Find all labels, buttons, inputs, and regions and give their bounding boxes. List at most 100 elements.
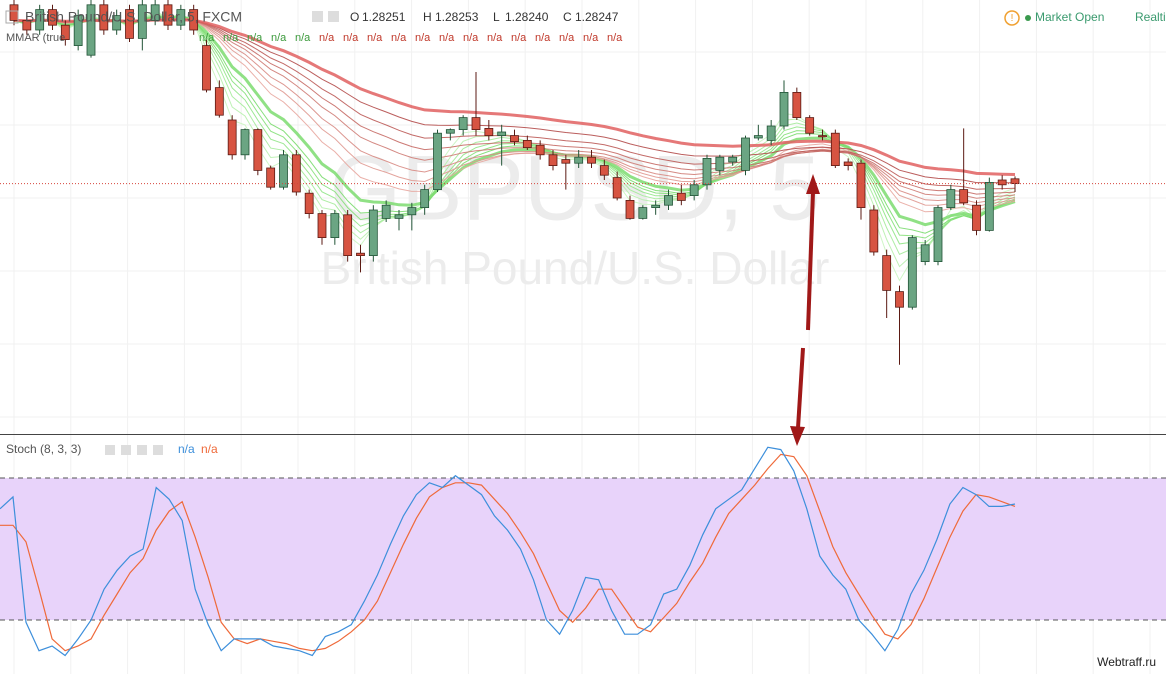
overlay-layer: British Pound/U.S. Dollar, 5, FXCM O 1.28… xyxy=(5,9,1166,669)
candle-body xyxy=(997,179,1007,186)
status-dot xyxy=(1025,15,1031,21)
candle-body xyxy=(484,127,494,136)
settings-button[interactable] xyxy=(312,11,323,22)
ohlc-key: O xyxy=(350,10,359,24)
candle-body xyxy=(728,156,738,163)
mmar-value: n/a xyxy=(439,32,455,44)
mmar-value: n/a xyxy=(295,32,311,44)
mmar-value: n/a xyxy=(463,32,479,44)
candle-body xyxy=(766,125,776,141)
candle-body xyxy=(48,9,57,26)
candle-body xyxy=(471,117,481,130)
candle-body xyxy=(381,204,391,219)
warning-mark: ! xyxy=(1011,13,1014,24)
ohlc-readout: O 1.28251 H 1.28253 L 1.28240 C 1.28247 xyxy=(350,10,619,24)
candle-body xyxy=(458,117,468,130)
candle-body xyxy=(420,189,430,209)
candle-body xyxy=(9,4,19,21)
candle-body xyxy=(202,45,211,91)
candle-body xyxy=(433,132,442,190)
candle-body xyxy=(510,135,519,143)
candle-body xyxy=(522,139,532,148)
candle-body xyxy=(304,192,314,214)
candle-body xyxy=(22,19,32,31)
symbol-title: British Pound/U.S. Dollar, 5, FXCM xyxy=(25,9,242,25)
candle-body xyxy=(317,213,327,239)
mmar-value: n/a xyxy=(247,32,263,44)
stoch-line xyxy=(0,446,1016,657)
ohlc-key: H xyxy=(423,10,432,24)
site-watermark: Webtraff.ru xyxy=(1097,655,1156,669)
warning-icon[interactable] xyxy=(1004,10,1020,26)
candle-body xyxy=(561,159,571,164)
candle-body xyxy=(792,92,802,119)
candle-body xyxy=(125,9,134,39)
candle-body xyxy=(972,204,981,231)
mmar-value: n/a xyxy=(367,32,383,44)
candle-body xyxy=(1010,178,1020,185)
candle-body xyxy=(907,237,917,308)
collapse-icon[interactable] xyxy=(5,10,19,24)
mmar-value: n/a xyxy=(319,32,335,44)
ohlc-key: C xyxy=(563,10,572,24)
mmar-value: n/a xyxy=(223,32,239,44)
arrow-up-shaft xyxy=(806,191,815,331)
stoch-legend-value: n/a xyxy=(201,442,218,456)
candle-body xyxy=(240,129,250,156)
candle-body xyxy=(394,214,404,219)
candle-body xyxy=(445,129,455,134)
candle-body xyxy=(715,156,725,171)
arrow-down-shaft xyxy=(796,347,805,429)
candle-body xyxy=(895,291,904,308)
candle-body xyxy=(689,184,699,197)
mmar-value: n/a xyxy=(415,32,431,44)
candle-body xyxy=(587,156,596,164)
candle-body xyxy=(869,209,879,253)
hide-button[interactable] xyxy=(328,11,339,22)
candle-body xyxy=(638,207,648,219)
ohlc-value: 1.28247 xyxy=(575,10,619,24)
candle-body xyxy=(651,204,661,208)
stoch-buttons xyxy=(105,445,163,455)
candle-body xyxy=(984,181,994,231)
stoch-button[interactable] xyxy=(121,445,131,455)
candle-body xyxy=(548,154,558,167)
candle-body xyxy=(779,92,789,127)
candle-body xyxy=(818,135,827,138)
arrow-down-head xyxy=(790,426,805,446)
candle-body xyxy=(830,132,840,166)
stoch-legend-value: n/a xyxy=(178,442,195,456)
candle-body xyxy=(73,15,83,46)
mmar-value: n/a xyxy=(535,32,551,44)
candle-body xyxy=(343,214,353,257)
mmar-value: n/a xyxy=(487,32,503,44)
candle-body xyxy=(882,255,892,291)
stoch-legend: n/a n/a xyxy=(178,442,218,456)
candle-body xyxy=(753,135,763,139)
candle-body xyxy=(920,244,930,263)
candle-body xyxy=(664,195,673,206)
candle-body xyxy=(189,9,199,31)
stoch-button[interactable] xyxy=(137,445,147,455)
header-buttons xyxy=(312,11,339,22)
candle-body xyxy=(35,9,45,31)
candle-body xyxy=(176,9,186,26)
candle-body xyxy=(99,4,109,31)
stoch-button[interactable] xyxy=(105,445,115,455)
candle-body xyxy=(702,157,712,186)
annotation-arrows xyxy=(790,174,820,446)
candle-body xyxy=(214,87,224,116)
mmar-value: n/a xyxy=(343,32,359,44)
candle-body xyxy=(933,207,943,263)
stoch-button[interactable] xyxy=(153,445,163,455)
watermark-subtitle: British Pound/U.S. Dollar xyxy=(321,242,830,294)
candle-body xyxy=(574,156,584,164)
candle-body xyxy=(497,131,507,136)
candle-body xyxy=(112,15,122,31)
candle-body xyxy=(676,192,686,201)
candle-body xyxy=(86,4,96,56)
candle-body xyxy=(843,161,853,166)
